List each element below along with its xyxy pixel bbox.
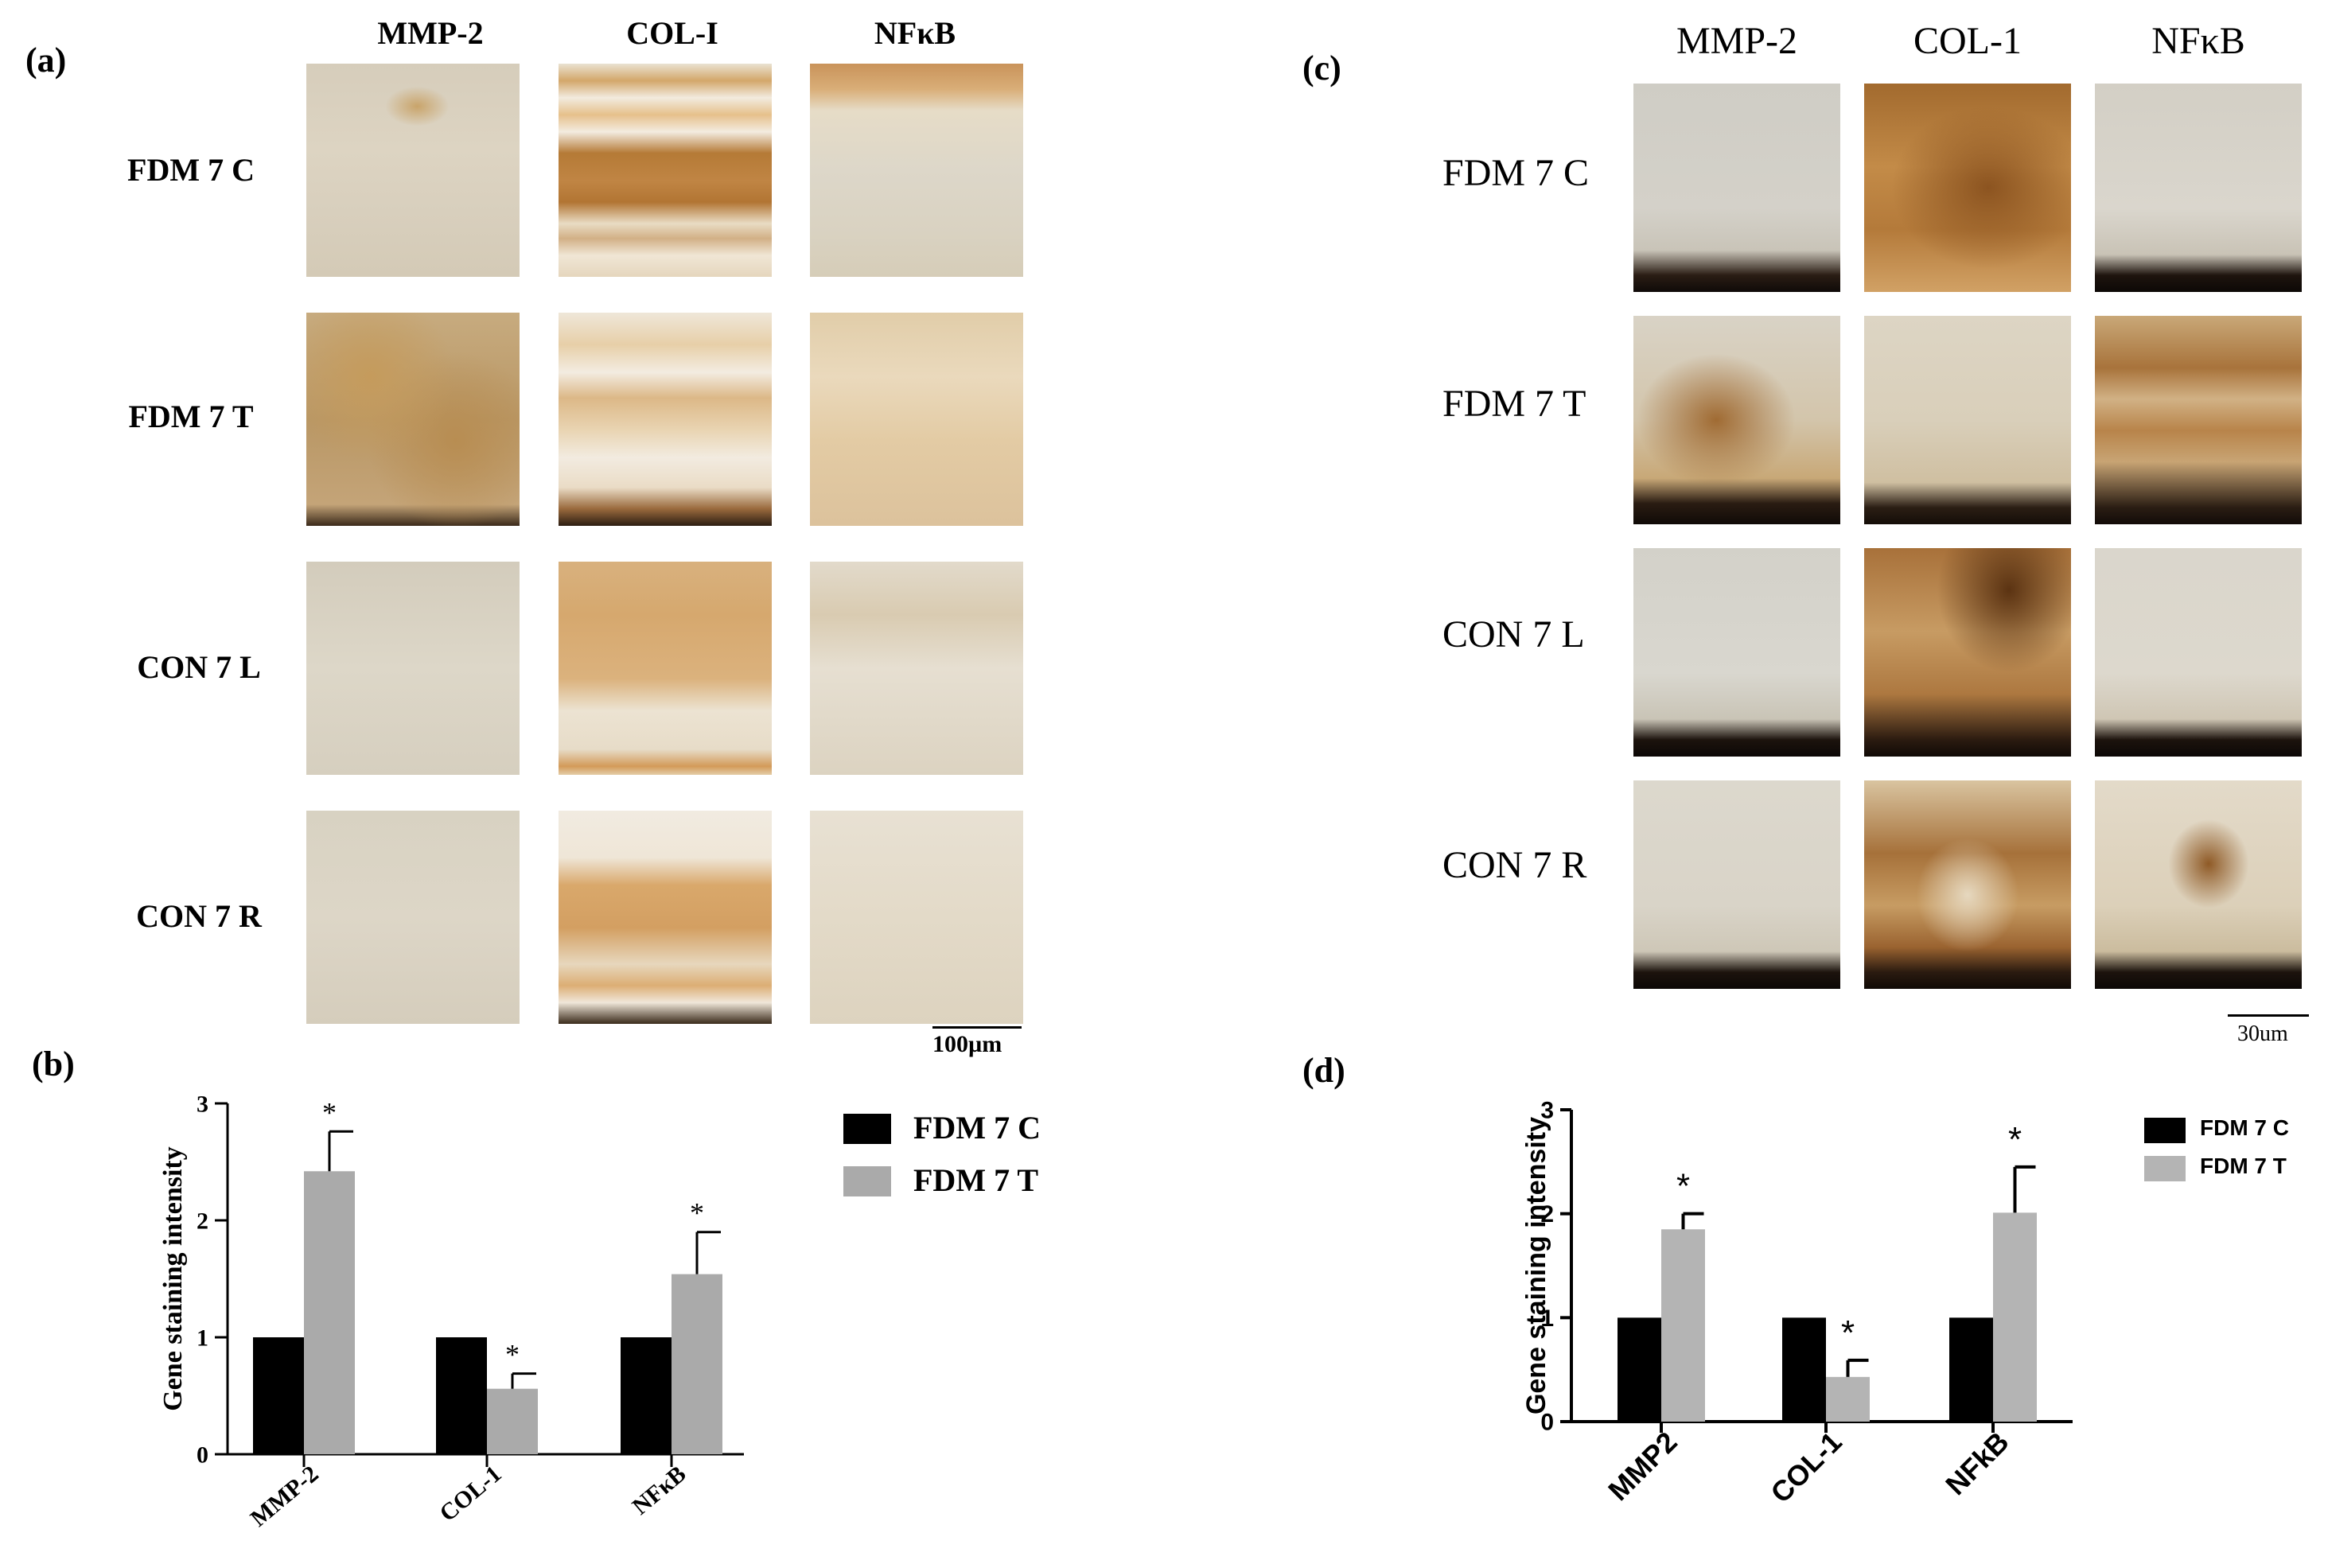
chart-d-x-tick-label-1: COL-1: [1764, 1426, 1847, 1509]
panel-a-label: (a): [25, 41, 67, 80]
panel-c-row-fdm7c: FDM 7 C: [1442, 152, 1590, 194]
micrograph-c-fdm7c-col1: [1864, 84, 2071, 292]
panel-a-col-mmp2: MMP-2: [377, 15, 484, 51]
chart-d-x-tick-label-0: MMP2: [1602, 1426, 1684, 1508]
micrograph-c-con7r-nfkb: [2095, 780, 2302, 989]
micrograph-c-fdm7c-nfkb: [2095, 84, 2302, 292]
panel-c-scale-text: 30um: [2237, 1021, 2288, 1046]
panel-a-col-col1: COL-I: [626, 15, 718, 51]
chart-d-y-tick-label: 3: [1540, 1098, 1554, 1124]
panel-a-scale-bar: [932, 1026, 1022, 1029]
chart-b-bar-0-0: [253, 1337, 304, 1454]
chart-d-y-tick-label: 2: [1540, 1201, 1554, 1228]
micrograph-a-con7l-col1: [559, 562, 772, 775]
micrograph-a-fdm7c-col1: [559, 64, 772, 277]
micrograph-c-con7r-col1: [1864, 780, 2071, 989]
panel-c-row-fdm7t: FDM 7 T: [1442, 383, 1586, 425]
micrograph-a-con7l-mmp2: [306, 562, 520, 775]
micrograph-a-con7r-mmp2: [306, 811, 520, 1024]
micrograph-c-con7l-nfkb: [2095, 548, 2302, 757]
legend-d-swatch-treated: [2144, 1156, 2186, 1181]
panel-a-row-fdm7t: FDM 7 T: [128, 399, 254, 434]
legend-b-swatch-control: [843, 1114, 891, 1144]
chart-d-y-tick-label: 0: [1540, 1410, 1554, 1436]
chart-b-y-label: Gene staining intensity: [158, 1146, 188, 1410]
micrograph-a-fdm7c-nfkb: [810, 64, 1023, 277]
chart-d-bar-1-1: [1826, 1376, 1870, 1422]
legend-d-label-control: FDM 7 C: [2200, 1115, 2289, 1140]
legend-b-label-control: FDM 7 C: [913, 1110, 1041, 1146]
panel-c-label: (c): [1302, 49, 1341, 88]
panel-c-col-mmp2: MMP-2: [1676, 20, 1798, 62]
micrograph-c-fdm7t-nfkb: [2095, 316, 2302, 524]
legend-b-swatch-treated: [843, 1166, 891, 1196]
panel-a-scale-text: 100µm: [932, 1031, 1002, 1057]
chart-b-x-tick-label-0: MMP-2: [246, 1461, 324, 1532]
chart-d-bar-1-2: [1993, 1212, 2037, 1422]
chart-d-significance-star-0: *: [1676, 1167, 1690, 1206]
chart-d-x-tick-label-2: NFkB: [1939, 1426, 2015, 1501]
chart-d-y-label: Gene staining intensity: [1521, 1117, 1551, 1414]
chart-d-y-tick-label: 1: [1540, 1305, 1554, 1332]
chart-b-significance-star-0: *: [322, 1096, 337, 1128]
panel-b-label: (b): [32, 1045, 75, 1084]
chart-b-bar-0-1: [436, 1337, 487, 1454]
chart-d-significance-star-2: *: [2008, 1120, 2022, 1159]
chart-d-bar-0-2: [1949, 1317, 1993, 1422]
chart-b-y-tick-label: 2: [197, 1208, 208, 1235]
micrograph-c-fdm7c-mmp2: [1633, 84, 1840, 292]
chart-b-x-tick-label-1: COL-1: [434, 1461, 506, 1527]
micrograph-a-con7l-nfkb: [810, 562, 1023, 775]
chart-b-significance-star-2: *: [690, 1197, 704, 1229]
micrograph-a-fdm7t-mmp2: [306, 313, 520, 526]
panel-d-label: (d): [1302, 1051, 1345, 1090]
chart-d-significance-star-1: *: [1841, 1313, 1855, 1352]
panel-c-scale-bar: [2228, 1014, 2309, 1017]
micrograph-a-con7r-col1: [559, 811, 772, 1024]
chart-b-y-tick-label: 3: [197, 1091, 208, 1118]
chart-d-bar-1-0: [1661, 1229, 1705, 1422]
legend-d-swatch-control: [2144, 1118, 2186, 1143]
chart-b-y-tick-label: 1: [197, 1325, 208, 1352]
micrograph-c-fdm7t-mmp2: [1633, 316, 1840, 524]
chart-b-bar-0-2: [621, 1337, 672, 1454]
chart-b-bar-1-0: [304, 1171, 355, 1454]
micrograph-c-con7l-col1: [1864, 548, 2071, 757]
panel-a-row-con7l: CON 7 L: [137, 649, 261, 685]
panel-c-col-col1: COL-1: [1913, 20, 2022, 62]
legend-b-label-treated: FDM 7 T: [913, 1162, 1039, 1198]
chart-b-y-tick-label: 0: [197, 1442, 208, 1469]
micrograph-c-con7l-mmp2: [1633, 548, 1840, 757]
micrograph-c-con7r-mmp2: [1633, 780, 1840, 989]
micrograph-c-fdm7t-col1: [1864, 316, 2071, 524]
panel-c-row-con7l: CON 7 L: [1442, 613, 1585, 656]
chart-b-significance-star-1: *: [505, 1339, 520, 1371]
panel-c-row-con7r: CON 7 R: [1442, 844, 1587, 886]
chart-d-bar-0-0: [1618, 1317, 1661, 1422]
chart-b-x-tick-label-2: NFκB: [628, 1461, 691, 1520]
micrograph-a-con7r-nfkb: [810, 811, 1023, 1024]
panel-c-col-nfkb: NFκB: [2151, 20, 2245, 62]
chart-b-bar-1-1: [487, 1388, 538, 1454]
panel-a-col-nfkb: NFκB: [874, 15, 956, 51]
panel-a-row-fdm7c: FDM 7 C: [127, 152, 255, 188]
micrograph-a-fdm7c-mmp2: [306, 64, 520, 277]
legend-d-label-treated: FDM 7 T: [2200, 1154, 2287, 1178]
chart-b-bar-1-2: [672, 1274, 722, 1454]
micrograph-a-fdm7t-col1: [559, 313, 772, 526]
panel-a-row-con7r: CON 7 R: [136, 898, 262, 934]
micrograph-a-fdm7t-nfkb: [810, 313, 1023, 526]
chart-d-bar-0-1: [1782, 1317, 1826, 1422]
